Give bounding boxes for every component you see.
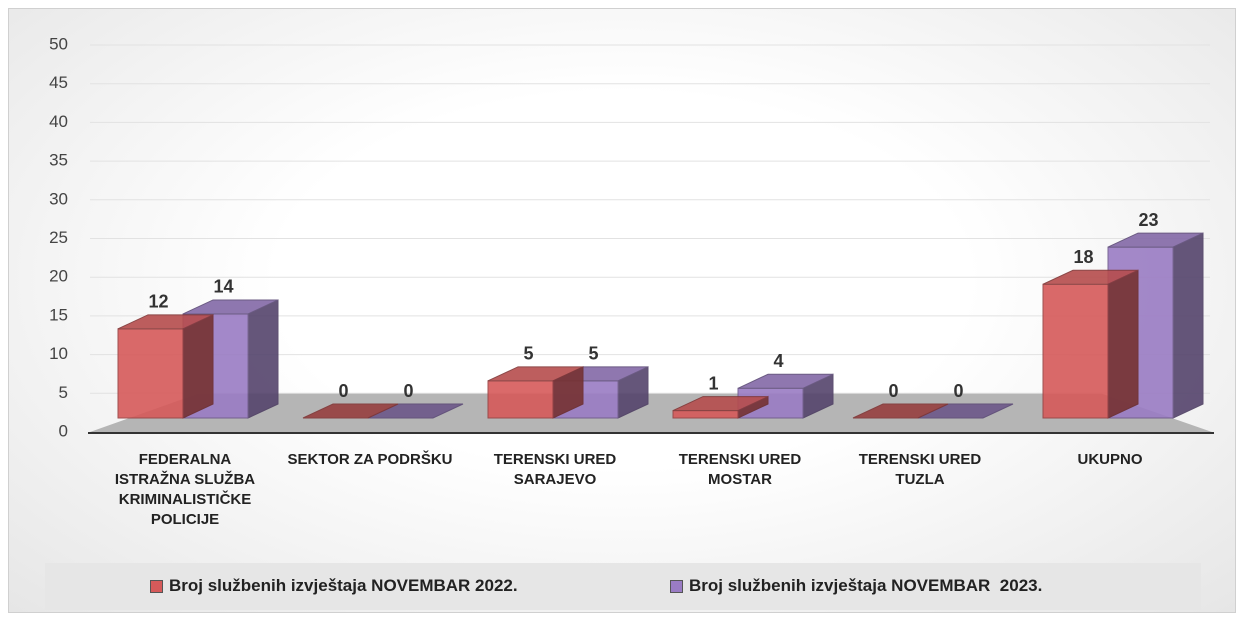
legend-item: Broj službenih izvještaja NOVEMBAR 2023. [670, 576, 1042, 596]
data-label: 0 [888, 381, 898, 401]
y-tick-label: 20 [49, 267, 68, 286]
bar-side [1107, 269, 1139, 419]
bar [487, 366, 584, 419]
bar-top [487, 366, 584, 382]
floor [90, 393, 1212, 432]
bar [302, 403, 399, 419]
bar-side [247, 299, 279, 419]
data-label: 4 [773, 351, 783, 371]
bar-top [1042, 269, 1139, 285]
legend: Broj službenih izvještaja NOVEMBAR 2022.… [45, 563, 1201, 610]
bar [852, 403, 949, 419]
bar [117, 314, 214, 419]
data-label: 1 [708, 373, 718, 393]
data-label: 18 [1073, 247, 1093, 267]
bar-top [672, 396, 769, 412]
bar-top [1107, 232, 1204, 248]
x-tick-label: SEKTOR ZA PODRŠKU [287, 451, 453, 468]
bar-top [302, 403, 399, 419]
legend-swatch [150, 579, 163, 593]
y-tick-label: 0 [59, 421, 68, 440]
bar-front [487, 380, 554, 419]
bar-front [1042, 283, 1109, 419]
y-tick-label: 40 [49, 112, 68, 131]
bar-top [852, 403, 949, 419]
legend-item: Broj službenih izvještaja NOVEMBAR 2022. [150, 576, 518, 596]
y-tick-label: 10 [49, 344, 68, 363]
bar-side [1172, 232, 1204, 419]
legend-label: Broj službenih izvještaja NOVEMBAR 2022. [169, 576, 518, 595]
x-tick-label: TERENSKI URED MOSTAR [678, 451, 802, 488]
bar [182, 299, 279, 419]
bar [672, 395, 769, 419]
bar-top [737, 373, 834, 389]
y-tick-label: 5 [59, 383, 68, 402]
legend-swatch [670, 579, 683, 593]
y-tick-label: 35 [49, 151, 68, 170]
y-tick-label: 50 [49, 34, 68, 53]
data-label: 0 [338, 381, 348, 401]
data-label: 23 [1138, 210, 1158, 230]
bar [1042, 269, 1139, 419]
data-label: 5 [523, 344, 533, 364]
legend-label: Broj službenih izvještaja NOVEMBAR 2023. [689, 576, 1043, 595]
data-label: 5 [588, 344, 598, 364]
data-label: 12 [148, 292, 168, 312]
data-label: 0 [953, 381, 963, 401]
y-tick-label: 15 [49, 305, 68, 324]
x-tick-label: UKUPNO [1077, 451, 1143, 468]
y-tick-label: 25 [49, 228, 68, 247]
bar [737, 373, 834, 419]
bar-front [672, 410, 739, 419]
y-tick-label: 45 [49, 73, 68, 92]
x-tick-label: FEDERALNA ISTRAŽNA SLUŽBA KRIMINALISTIČK… [114, 451, 256, 528]
bar-side [182, 314, 214, 419]
bar-top [182, 299, 279, 315]
x-tick-label: TERENSKI URED SARAJEVO [493, 451, 617, 488]
y-tick-label: 30 [49, 189, 68, 208]
x-tick-label: TERENSKI URED TUZLA [858, 451, 982, 488]
data-label: 0 [403, 381, 413, 401]
bar-top [117, 314, 214, 330]
bar-front [117, 328, 184, 419]
data-label: 14 [213, 277, 233, 297]
